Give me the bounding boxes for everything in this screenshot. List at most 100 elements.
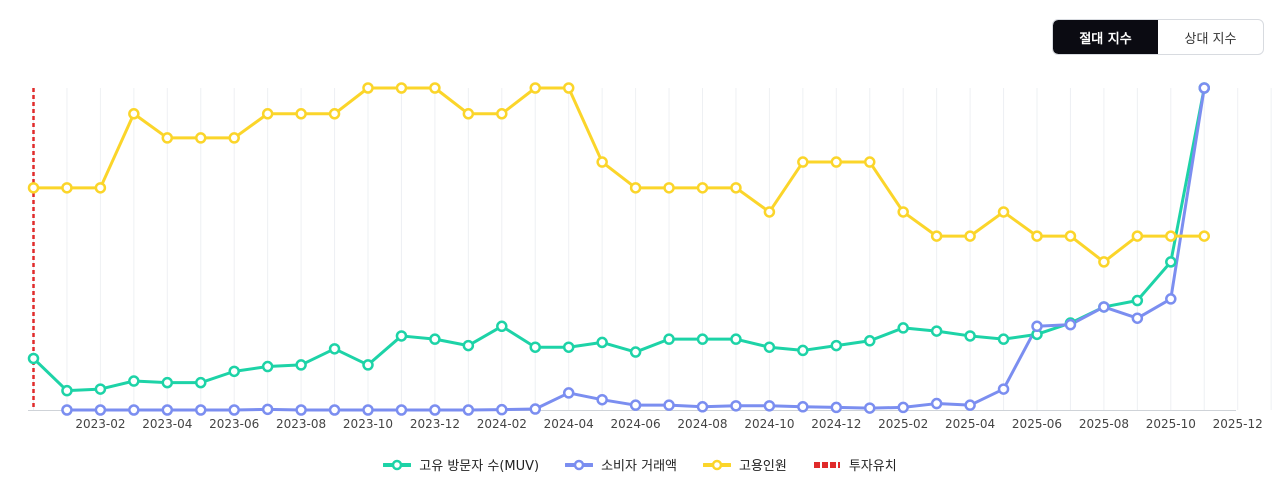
data-point-1: [629, 399, 642, 411]
x-tick-label: 2023-06: [209, 417, 259, 431]
data-point-1: [529, 403, 541, 415]
data-point-1: [997, 383, 1010, 395]
data-point-1: [496, 403, 508, 416]
absolute-index-button[interactable]: 절대 지수: [1053, 20, 1158, 54]
series-line-0: [32, 86, 1206, 393]
x-tick-label: 2024-10: [744, 417, 794, 431]
x-tick-label: 2024-04: [544, 417, 594, 431]
data-point-1: [261, 403, 274, 416]
x-tick-label: 2025-08: [1079, 417, 1129, 431]
data-point-2: [529, 82, 541, 94]
legend-label: 고유 방문자 수(MUV): [419, 459, 540, 474]
data-point-0: [261, 360, 274, 373]
legend-line-icon: [703, 459, 731, 470]
data-point-0: [128, 375, 140, 387]
data-point-1: [864, 402, 876, 414]
data-point-0: [362, 359, 374, 371]
x-tick-label: 2024-06: [611, 417, 661, 431]
data-point-0: [529, 341, 541, 353]
data-point-1: [596, 393, 608, 406]
data-point-1: [1198, 82, 1210, 94]
data-point-2: [1198, 230, 1210, 242]
data-point-0: [328, 343, 341, 355]
data-point-1: [362, 404, 374, 416]
legend-swatch-point: [392, 459, 403, 470]
x-tick-label: 2025-10: [1146, 417, 1196, 431]
data-point-2: [496, 108, 508, 120]
data-point-2: [295, 108, 307, 120]
x-tick-label: 2023-08: [276, 417, 326, 431]
data-point-0: [964, 330, 976, 342]
data-point-2: [629, 182, 642, 194]
data-point-2: [730, 182, 742, 194]
data-point-2: [462, 108, 475, 120]
x-tick-label: 2023-04: [142, 417, 192, 431]
data-point-2: [94, 182, 107, 194]
data-point-0: [562, 341, 575, 353]
data-point-2: [763, 206, 776, 218]
data-point-2: [61, 182, 73, 194]
data-point-0: [663, 333, 675, 345]
data-point-0: [596, 336, 608, 349]
relative-index-button[interactable]: 상대 지수: [1158, 20, 1263, 54]
line-chart: 2023-02 2023-04 2023-06 2023-08 2023-10 2023-…: [27, 82, 1272, 431]
x-tick-label: 2024-02: [477, 417, 527, 431]
legend-item[interactable]: 고유 방문자 수(MUV): [383, 455, 539, 474]
chart-legend: 고유 방문자 수(MUV) 소비자 거래액 고용인원 투자유치: [0, 455, 1280, 474]
data-point-0: [295, 359, 307, 371]
data-point-0: [429, 333, 441, 345]
legend-label: 소비자 거래액: [601, 459, 677, 474]
data-point-2: [1098, 256, 1110, 268]
data-point-2: [429, 82, 441, 94]
index-mode-toggle[interactable]: 절대 지수 상대 지수: [1052, 19, 1264, 55]
data-point-1: [730, 400, 742, 412]
x-tick-label: 2025-02: [878, 417, 928, 431]
data-point-1: [328, 404, 341, 416]
data-point-1: [1031, 320, 1043, 333]
x-tick-label: 2025-06: [1012, 417, 1062, 431]
data-point-1: [763, 400, 776, 412]
data-point-2: [328, 108, 341, 120]
data-point-0: [228, 365, 240, 378]
data-point-1: [195, 404, 207, 416]
data-point-2: [1064, 230, 1077, 242]
data-point-1: [429, 404, 441, 416]
data-point-2: [864, 156, 876, 168]
data-point-2: [897, 206, 909, 218]
data-point-2: [596, 156, 608, 168]
data-point-2: [696, 182, 709, 194]
data-point-2: [195, 132, 207, 144]
data-point-1: [964, 399, 976, 411]
legend-item[interactable]: 소비자 거래액: [565, 455, 677, 474]
x-tick-label: 2025-12: [1213, 417, 1263, 431]
data-point-2: [997, 206, 1010, 218]
data-point-0: [864, 335, 876, 347]
data-point-0: [61, 384, 73, 397]
data-point-2: [395, 82, 408, 94]
data-point-0: [195, 376, 207, 389]
data-point-1: [1098, 301, 1110, 313]
data-point-1: [797, 401, 809, 413]
data-point-2: [964, 230, 976, 242]
data-point-0: [763, 341, 776, 353]
legend-line-icon: [565, 459, 594, 470]
data-point-0: [94, 383, 107, 395]
x-tick-label: 2024-12: [811, 417, 861, 431]
legend-item[interactable]: 고용인원: [703, 455, 787, 474]
legend-item[interactable]: 투자유치: [813, 455, 897, 474]
data-point-0: [395, 330, 408, 342]
data-point-2: [830, 156, 843, 168]
legend-label: 고용인원: [739, 459, 787, 474]
data-point-0: [997, 333, 1010, 345]
data-point-2: [161, 132, 174, 144]
data-point-0: [930, 325, 943, 337]
data-point-2: [27, 182, 40, 194]
data-point-0: [730, 333, 742, 345]
legend-line-icon: [383, 459, 412, 470]
data-point-0: [1165, 256, 1177, 268]
data-point-1: [897, 401, 909, 414]
data-point-2: [362, 82, 374, 94]
data-point-1: [1131, 312, 1144, 324]
legend-swatch-point: [711, 459, 723, 470]
data-point-1: [94, 404, 107, 416]
